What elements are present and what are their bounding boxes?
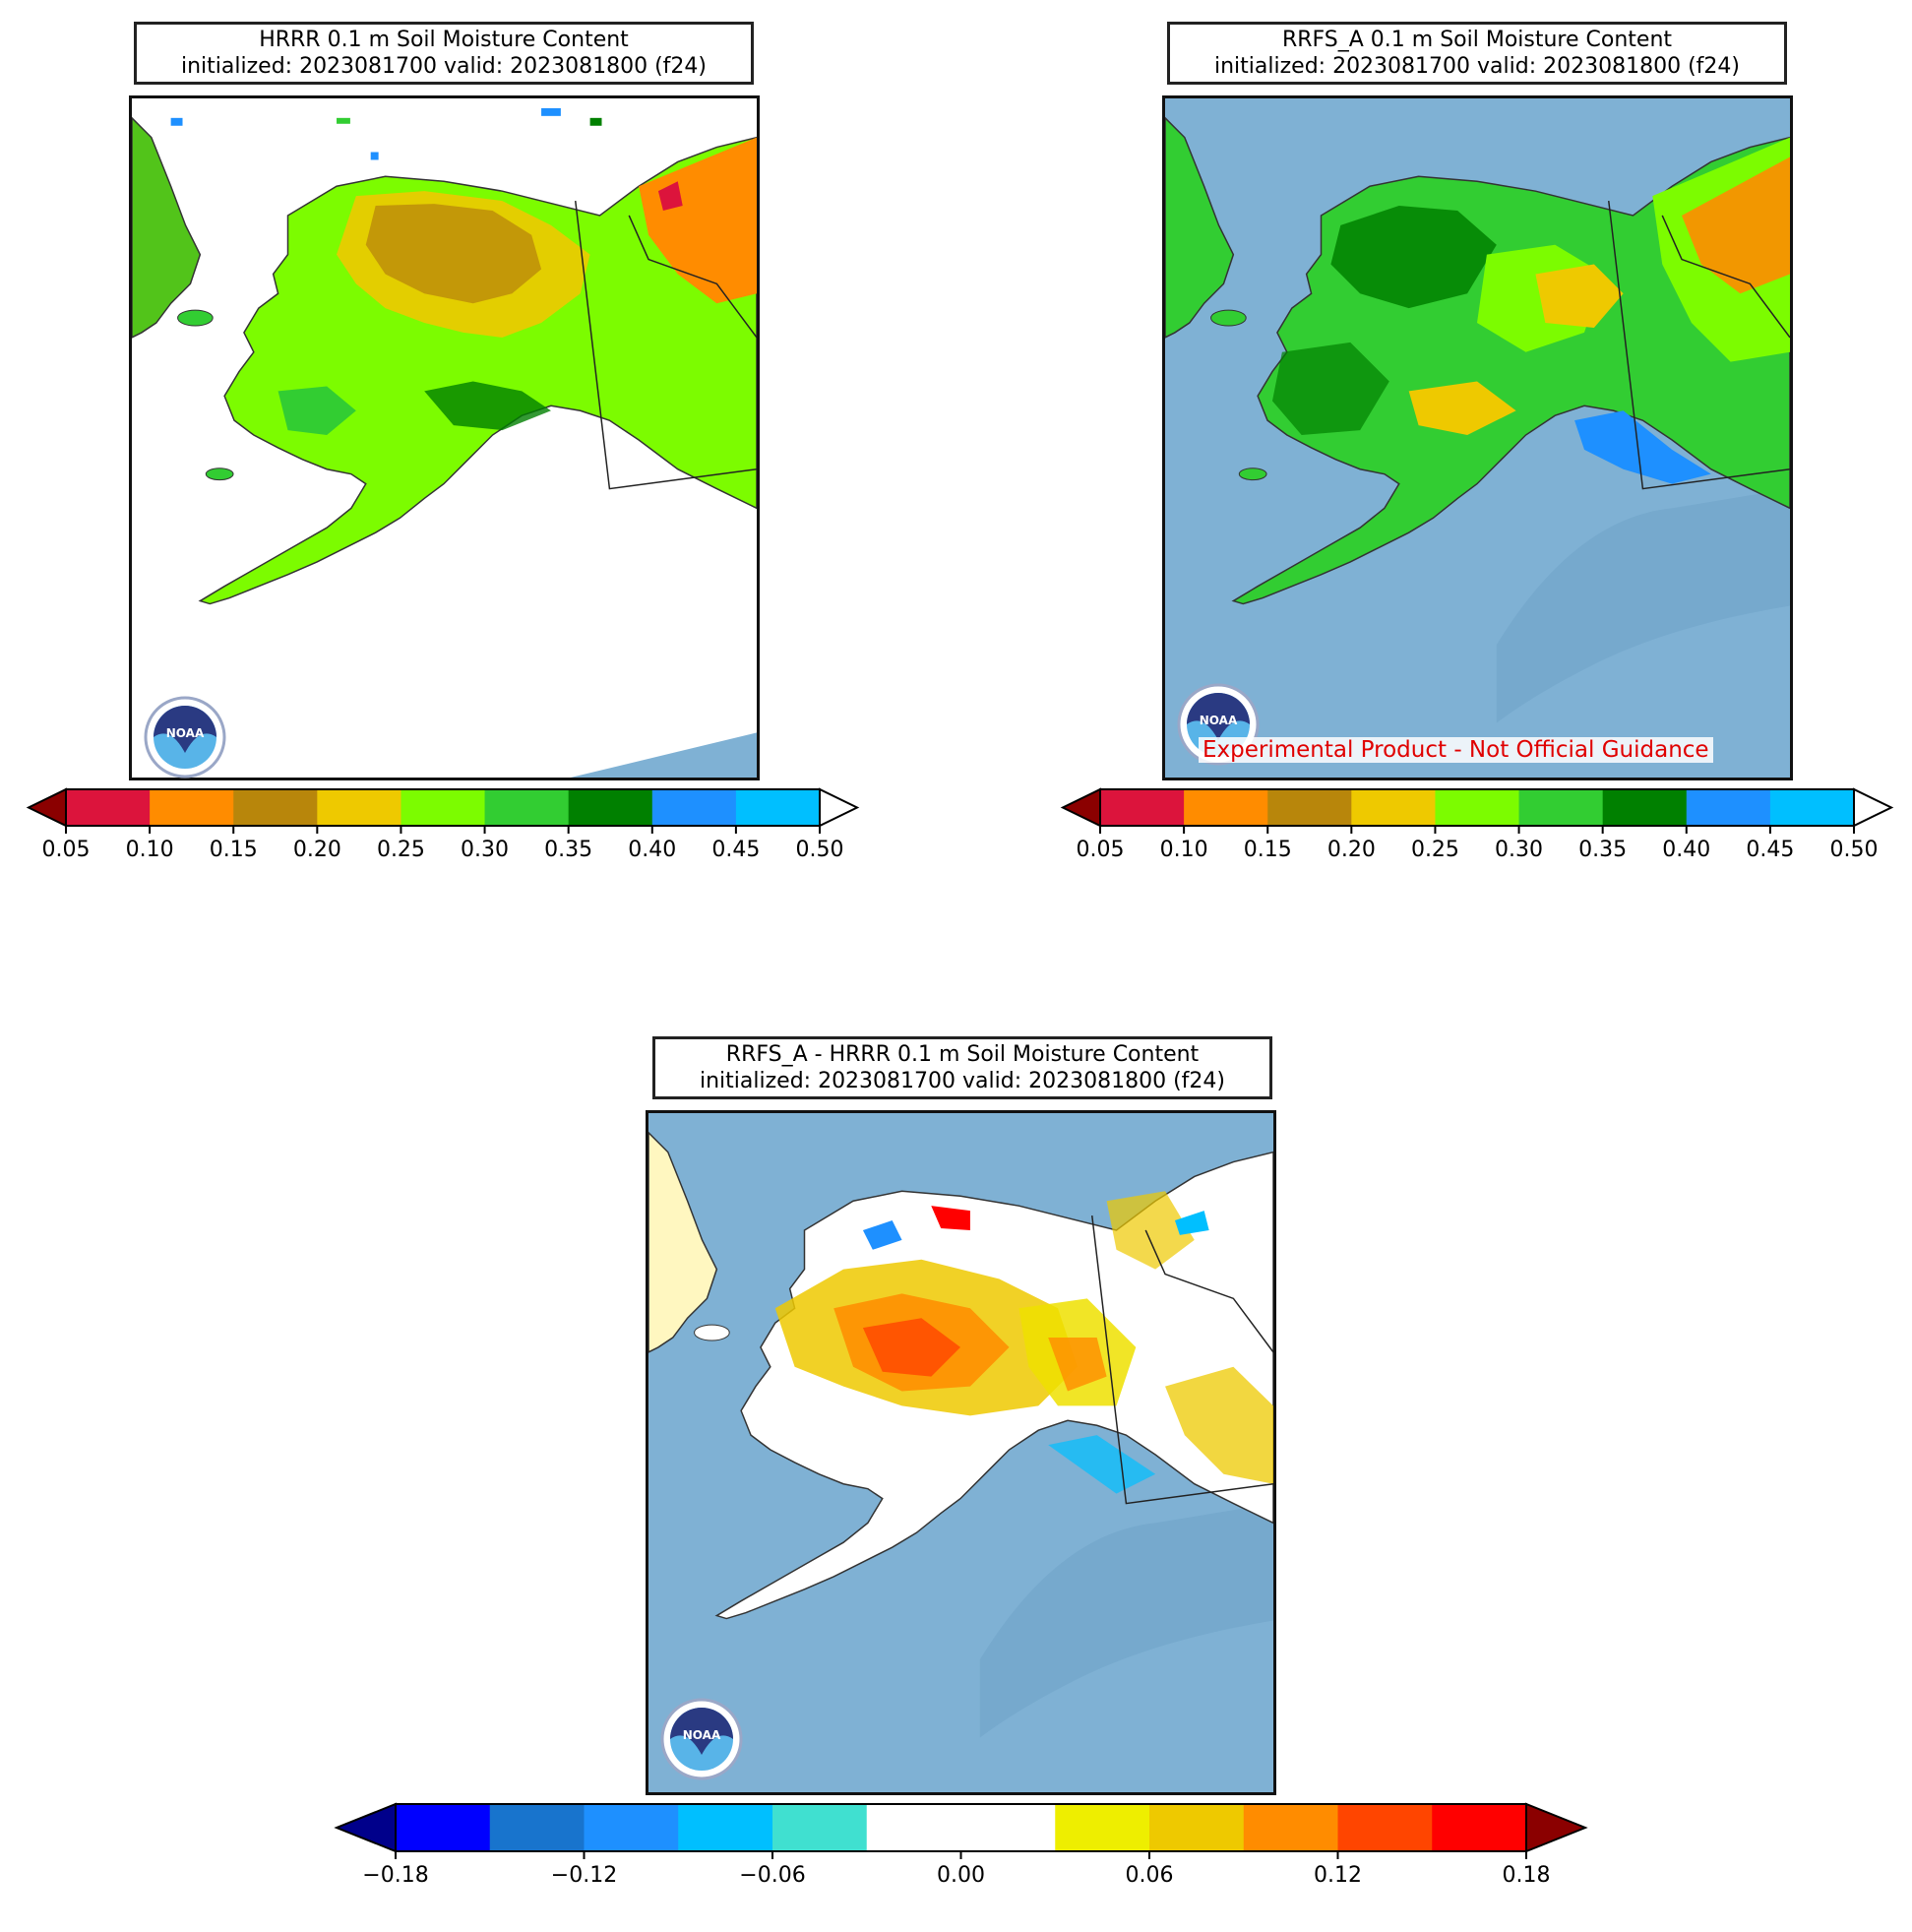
- rrfs-colorbar-color-segment: [1769, 789, 1855, 826]
- rrfs-colorbar-tick-label: 0.25: [1410, 838, 1459, 862]
- svg-text:NOAA: NOAA: [166, 726, 205, 740]
- svg-text:NOAA: NOAA: [1200, 714, 1238, 727]
- diff-colorbar-color-segment: [1243, 1804, 1338, 1851]
- diff-colorbar-tick-label: 0.06: [1125, 1863, 1174, 1888]
- hrrr-colorbar-tick-label: 0.05: [41, 838, 91, 862]
- diff-title-line1: RRFS_A - HRRR 0.1 m Soil Moisture Conten…: [725, 1042, 1200, 1067]
- diff-colorbar-color-segment: [584, 1804, 679, 1851]
- rrfs-map-svg: [1165, 116, 1790, 723]
- disclaimer-label: Experimental Product - Not Official Guid…: [1199, 737, 1713, 763]
- rrfs-colorbar-color-segment: [1100, 789, 1185, 826]
- rrfs-colorbar-color-segment: [1518, 789, 1604, 826]
- hrrr-colorbar-tick-label: 0.20: [292, 838, 341, 862]
- hrrr-title-line1: HRRR 0.1 m Soil Moisture Content: [259, 28, 629, 52]
- rrfs-colorbar-tick-label: 0.05: [1076, 838, 1125, 862]
- rrfs-title-line1: RRFS_A 0.1 m Soil Moisture Content: [1281, 28, 1673, 52]
- rrfs-colorbar-color-segment: [1602, 789, 1688, 826]
- rrfs-colorbar-tick-label: 0.35: [1578, 838, 1628, 862]
- diff-colorbar-tick-label: 0.18: [1502, 1863, 1551, 1888]
- rrfs-colorbar-tick-label: 0.45: [1746, 838, 1795, 862]
- hrrr-colorbar-color-segment: [484, 789, 570, 826]
- diff-colorbar-under-triangle: [334, 1802, 397, 1853]
- diff-colorbar-color-segment: [678, 1804, 773, 1851]
- diff-map-svg: [648, 1131, 1273, 1738]
- hrrr-colorbar-tick-label: 0.50: [795, 838, 844, 862]
- diff-map: [646, 1110, 1276, 1795]
- rrfs-colorbar-tick-label: 0.10: [1159, 838, 1208, 862]
- hrrr-colorbar-tick-label: 0.30: [461, 838, 510, 862]
- rrfs-colorbar-tick-label: 0.20: [1326, 838, 1376, 862]
- hrrr-colorbar-frame: [65, 788, 821, 827]
- diff-colorbar-color-segment: [396, 1804, 491, 1851]
- diff-colorbar-color-segment: [866, 1804, 961, 1851]
- hrrr-colorbar-color-segment: [401, 789, 486, 826]
- diff-colorbar-tick-label: −0.18: [362, 1863, 429, 1888]
- diff-colorbar-color-segment: [1149, 1804, 1245, 1851]
- rrfs-map: [1162, 95, 1793, 780]
- hrrr-colorbar-color-segment: [150, 789, 234, 826]
- rrfs-colorbar-color-segment: [1435, 789, 1520, 826]
- rrfs-title: RRFS_A 0.1 m Soil Moisture Content initi…: [1167, 22, 1787, 85]
- diff-colorbar-color-segment: [1432, 1804, 1527, 1851]
- diff-colorbar-tick-label: 0.12: [1314, 1863, 1362, 1888]
- rrfs-colorbar-tick-label: 0.50: [1829, 838, 1879, 862]
- hrrr-colorbar-color-segment: [651, 789, 737, 826]
- diff-colorbar-tick-label: 0.00: [937, 1863, 985, 1888]
- hrrr-colorbar-color-segment: [233, 789, 318, 826]
- hrrr-colorbar-tick-label: 0.15: [209, 838, 258, 862]
- diff-colorbar-over-triangle: [1525, 1802, 1588, 1853]
- rrfs-colorbar-color-segment: [1184, 789, 1268, 826]
- diff-colorbar-color-segment: [489, 1804, 585, 1851]
- noaa-logo-icon: NOAA: [134, 696, 236, 779]
- hrrr-colorbar-tick-label: 0.45: [711, 838, 761, 862]
- diff-colorbar-tick-label: −0.12: [550, 1863, 618, 1888]
- hrrr-colorbar-color-segment: [568, 789, 653, 826]
- diff-title-line2: initialized: 2023081700 valid: 202308180…: [700, 1069, 1225, 1093]
- diff-title: RRFS_A - HRRR 0.1 m Soil Moisture Conten…: [652, 1036, 1272, 1099]
- hrrr-colorbar-tick-label: 0.40: [628, 838, 677, 862]
- hrrr-colorbar-color-segment: [317, 789, 401, 826]
- hrrr-colorbar-color-segment: [66, 789, 151, 826]
- hrrr-colorbar-tick-label: 0.35: [544, 838, 593, 862]
- hrrr-colorbar-tick-label: 0.25: [376, 838, 425, 862]
- hrrr-colorbar-color-segment: [735, 789, 821, 826]
- hrrr-title-line2: initialized: 2023081700 valid: 202308180…: [181, 54, 707, 79]
- hrrr-map-svg: [132, 107, 757, 778]
- svg-text:NOAA: NOAA: [683, 1728, 721, 1742]
- rrfs-colorbar-color-segment: [1686, 789, 1771, 826]
- diff-colorbar-color-segment: [772, 1804, 868, 1851]
- diff-colorbar-color-segment: [960, 1804, 1056, 1851]
- rrfs-colorbar-color-segment: [1351, 789, 1436, 826]
- hrrr-colorbar-tick-label: 0.10: [125, 838, 174, 862]
- noaa-logo-icon: NOAA: [650, 1698, 753, 1780]
- rrfs-colorbar-tick-label: 0.30: [1495, 838, 1544, 862]
- hrrr-title: HRRR 0.1 m Soil Moisture Content initial…: [134, 22, 754, 85]
- diff-colorbar-color-segment: [1337, 1804, 1433, 1851]
- rrfs-colorbar-color-segment: [1267, 789, 1352, 826]
- rrfs-title-line2: initialized: 2023081700 valid: 202308180…: [1214, 54, 1740, 79]
- diff-colorbar-tick-label: −0.06: [739, 1863, 806, 1888]
- rrfs-colorbar-tick-label: 0.40: [1662, 838, 1711, 862]
- rrfs-colorbar-tick-label: 0.15: [1243, 838, 1292, 862]
- rrfs-colorbar-frame: [1099, 788, 1855, 827]
- diff-colorbar-color-segment: [1055, 1804, 1150, 1851]
- hrrr-map: [129, 95, 760, 780]
